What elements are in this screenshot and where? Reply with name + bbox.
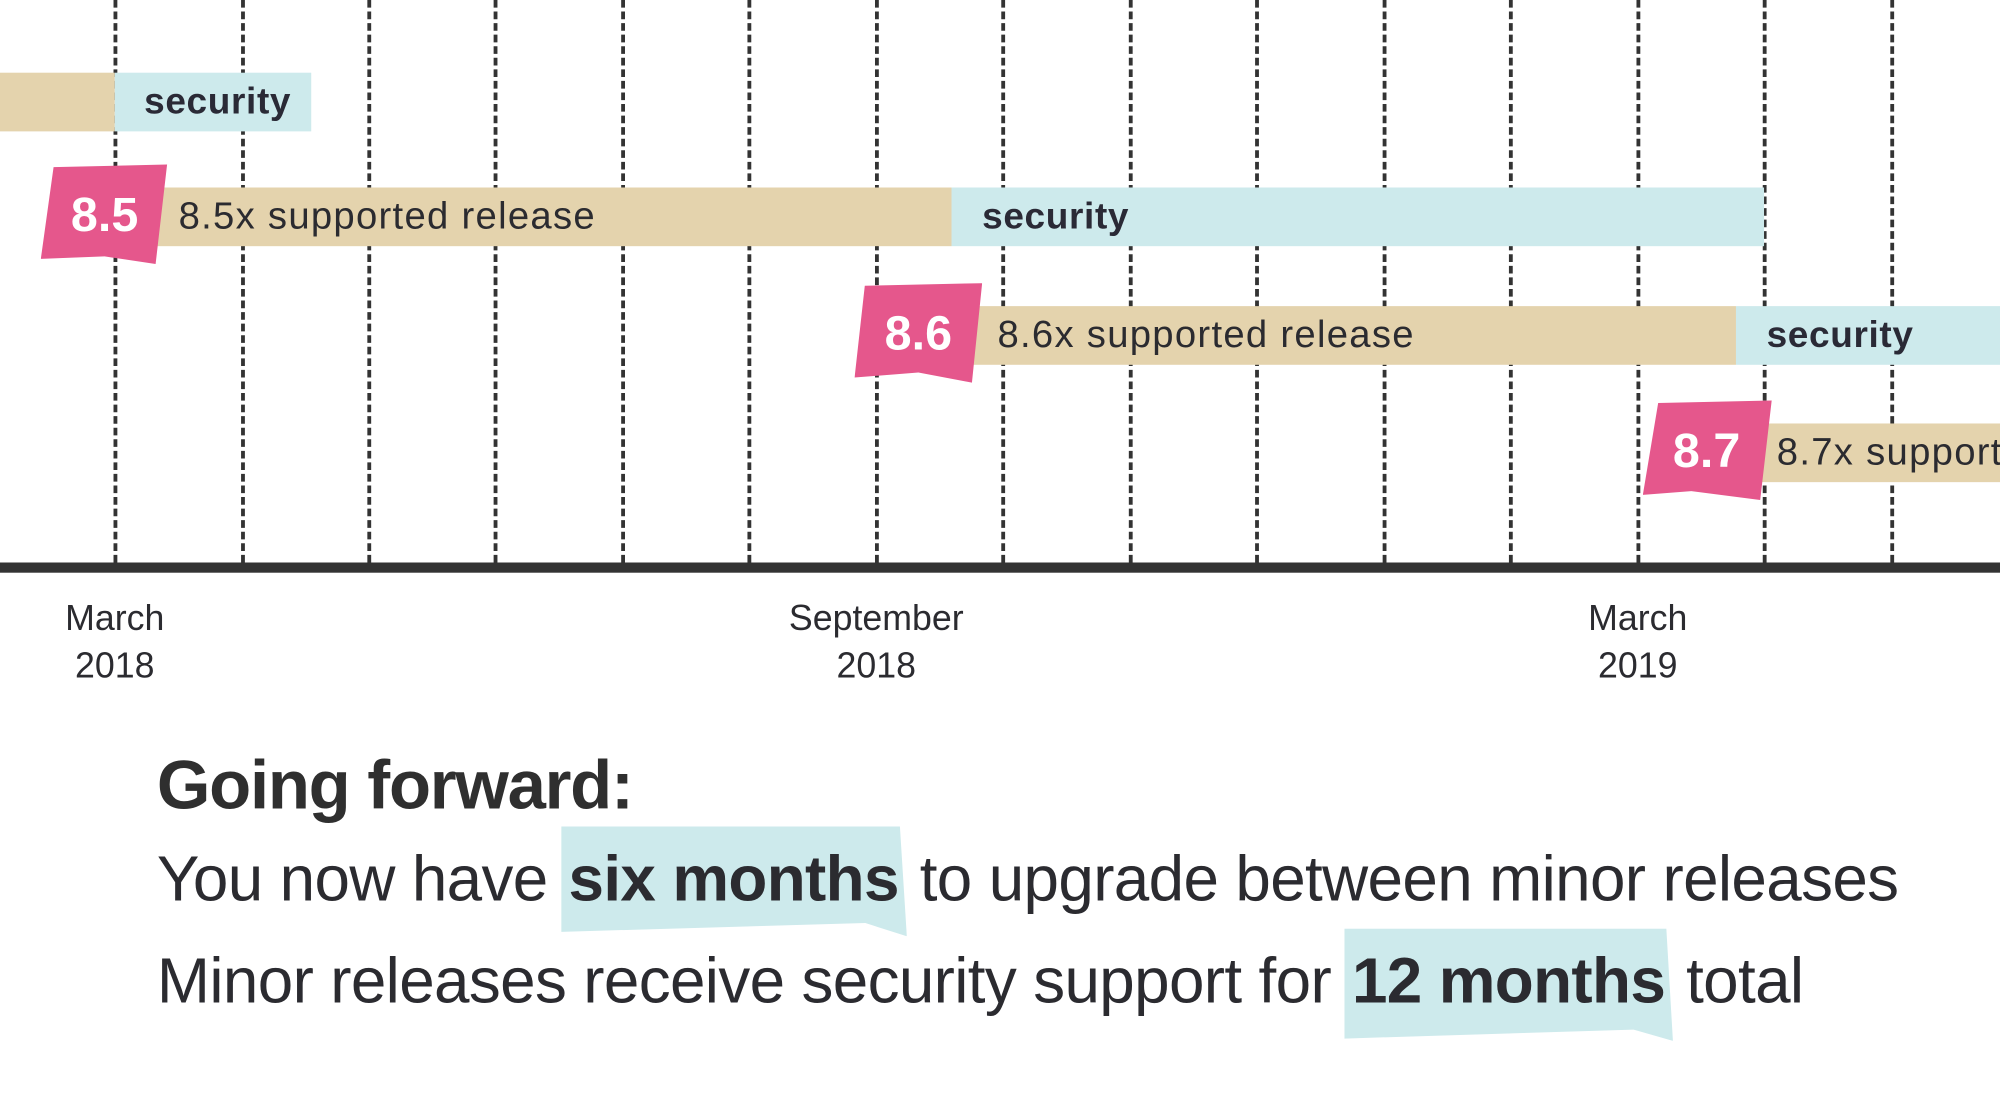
- security-label: security: [144, 81, 292, 123]
- version-badge-8-7: 8.7: [1642, 400, 1772, 503]
- gridline-jul-2018: [621, 0, 625, 563]
- version-badge-label: 8.6: [884, 306, 953, 361]
- release-8-6-supported-label: 8.6x supported release: [997, 313, 1415, 356]
- previous-release-security-bar: security: [114, 72, 312, 132]
- axis-label-year: 2018: [836, 645, 916, 685]
- timeline-axis: [0, 562, 2000, 573]
- version-badge-label: 8.7: [1672, 424, 1741, 478]
- axis-label-sep-2018: September 2018: [749, 594, 1004, 688]
- security-label: security: [982, 196, 1130, 238]
- summary-text: total: [1669, 945, 1804, 1017]
- highlight-text: 12 months: [1351, 945, 1666, 1017]
- gridline-mar-2018: [113, 0, 118, 563]
- version-badge-8-6: 8.6: [854, 283, 983, 385]
- version-badge-8-5: 8.5: [40, 164, 169, 267]
- gridline-jan-2019: [1382, 0, 1387, 563]
- axis-label-year: 2019: [1598, 645, 1678, 685]
- gridline-apr-2019: [1762, 0, 1767, 563]
- security-label: security: [1766, 315, 1914, 356]
- release-8-5-supported-bar: 8.5x supported release: [150, 187, 952, 247]
- version-badge-label: 8.5: [70, 188, 139, 242]
- summary-line-security-support: Minor releases receive security support …: [156, 928, 1804, 1041]
- release-8-7-supported-label: 8.7x supported release: [1776, 431, 2000, 474]
- gridline-apr-2018: [241, 0, 245, 563]
- summary-text: Minor releases receive security support …: [156, 945, 1349, 1017]
- gridline-dec-2018: [1255, 0, 1259, 563]
- highlight-six-months: six months: [560, 826, 907, 937]
- highlight-shape: [560, 826, 907, 937]
- gridline-jun-2018: [493, 0, 498, 563]
- highlight-text: six months: [568, 843, 899, 915]
- summary-text: to upgrade between minor releases: [902, 843, 1899, 915]
- summary-heading: Going forward:: [156, 747, 634, 824]
- summary-text: You now have: [156, 843, 565, 915]
- highlight-12-months: 12 months: [1344, 928, 1673, 1041]
- axis-label-mar-2018: March 2018: [0, 594, 242, 688]
- gridline-may-2018: [367, 0, 372, 563]
- ribbon-flag-icon: [854, 283, 983, 383]
- axis-label-month: March: [1588, 598, 1688, 638]
- previous-release-supported-bar: [0, 72, 115, 132]
- axis-label-mar-2019: March 2019: [1510, 594, 1765, 688]
- gridline-mar-2019: [1636, 0, 1641, 563]
- highlight-shape: [1344, 928, 1673, 1041]
- axis-label-month: September: [788, 598, 964, 638]
- release-8-6-security-bar: security: [1735, 306, 2000, 365]
- axis-label-year: 2018: [75, 645, 155, 685]
- release-8-6-supported-bar: 8.6x supported release: [966, 306, 1736, 365]
- gridline-sep-2018: [874, 0, 879, 563]
- release-8-5-security-bar: security: [951, 187, 1765, 247]
- release-8-7-supported-bar: 8.7x supported release: [1756, 423, 2000, 483]
- ribbon-flag-icon: [1642, 400, 1772, 500]
- ribbon-flag-icon: [40, 164, 168, 265]
- axis-label-month: March: [65, 598, 165, 638]
- gridline-feb-2019: [1508, 0, 1513, 563]
- gridline-nov-2018: [1128, 0, 1133, 563]
- release-8-5-supported-label: 8.5x supported release: [178, 195, 596, 238]
- summary-line-upgrade-window: You now have six months to upgrade betwe…: [156, 826, 1899, 937]
- gridline-oct-2018: [1001, 0, 1006, 563]
- gridline-aug-2018: [747, 0, 752, 563]
- gridline-may-2019: [1890, 0, 1895, 563]
